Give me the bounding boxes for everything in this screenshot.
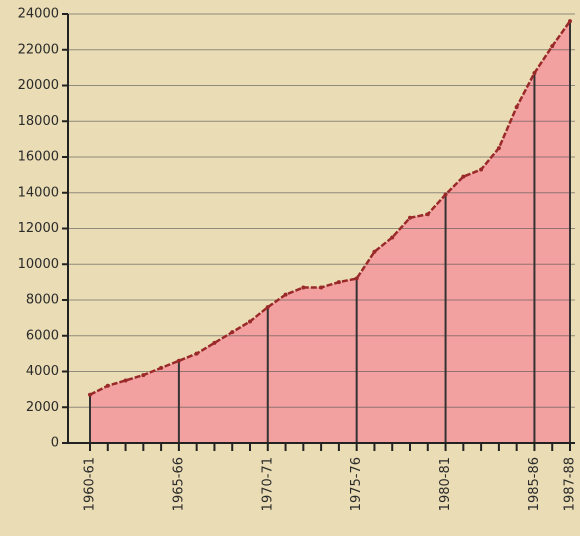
point — [212, 340, 217, 345]
point — [550, 44, 555, 49]
point — [372, 249, 377, 254]
y-tick-label: 22000 — [18, 42, 59, 57]
y-tick-label: 20000 — [18, 78, 59, 93]
area-line — [89, 20, 572, 396]
point — [230, 330, 235, 335]
x-tick-label: 1960-61 — [83, 457, 98, 511]
point — [390, 235, 395, 240]
point — [568, 19, 572, 24]
x-tick-label: 1970-71 — [260, 457, 275, 511]
x-tick-label: 1985-86 — [527, 457, 542, 511]
point — [194, 351, 199, 356]
point — [265, 305, 270, 310]
area-fill — [90, 21, 570, 444]
point — [336, 280, 341, 285]
point — [159, 365, 164, 370]
y-tick-label: 2000 — [26, 400, 59, 415]
point — [301, 285, 306, 290]
y-tick-label: 16000 — [18, 150, 59, 165]
point — [248, 319, 252, 324]
x-tick-label: 1980-81 — [438, 457, 453, 511]
point — [425, 212, 430, 217]
y-tick-label: 4000 — [26, 364, 59, 379]
point — [443, 192, 448, 197]
point — [123, 378, 128, 383]
y-tick-label: 18000 — [18, 114, 59, 129]
point — [141, 373, 146, 378]
point — [319, 285, 324, 290]
point — [532, 70, 537, 75]
y-tick-label: 12000 — [18, 221, 59, 236]
point — [408, 215, 412, 220]
x-tick-label: 1987-88 — [563, 457, 578, 511]
y-tick-label: 8000 — [26, 293, 59, 308]
point — [88, 392, 92, 397]
x-tick-label: 1975-76 — [349, 457, 364, 511]
y-tick-label: 0 — [51, 436, 59, 451]
point — [176, 358, 181, 363]
point — [283, 292, 288, 297]
y-tick-label: 10000 — [18, 257, 59, 272]
point — [479, 167, 484, 172]
x-tick-label: 1965-66 — [171, 457, 186, 511]
point — [105, 383, 110, 388]
y-tick-label: 14000 — [18, 185, 59, 200]
y-tick-label: 6000 — [26, 328, 59, 343]
point — [354, 276, 359, 281]
point — [514, 104, 519, 109]
point — [496, 146, 501, 151]
point — [461, 174, 466, 179]
y-tick-label: 24000 — [18, 7, 59, 22]
